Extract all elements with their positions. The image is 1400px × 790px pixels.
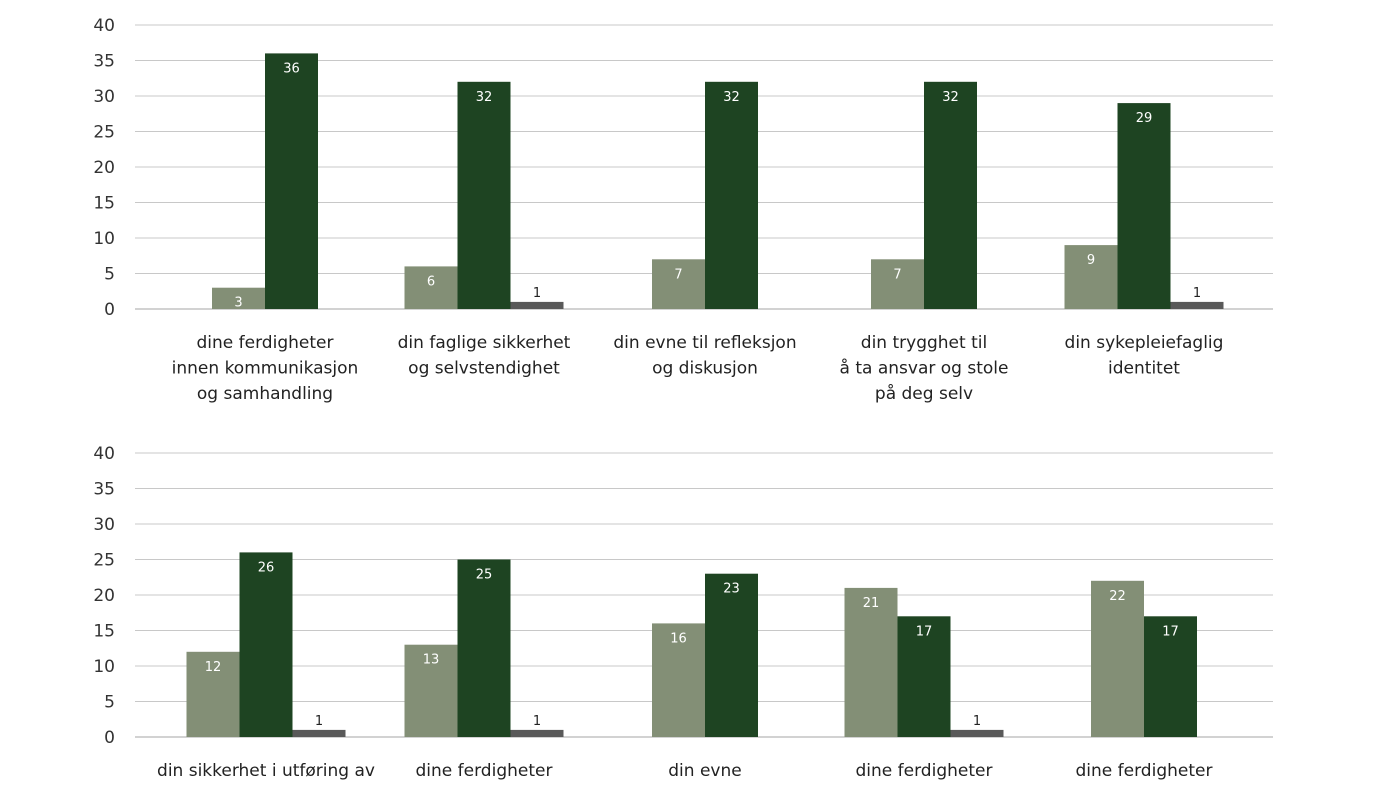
data-label: 1 (315, 714, 323, 729)
y-tick-label: 0 (104, 728, 115, 748)
bar (705, 81, 758, 309)
bar (404, 266, 458, 309)
data-label: 1 (973, 714, 981, 729)
y-tick-label: 5 (104, 265, 115, 285)
bar (510, 301, 564, 309)
data-label: 23 (723, 582, 740, 597)
category-label-line: identitet (1108, 359, 1180, 379)
data-label: 26 (258, 560, 275, 575)
category-label-line: din sykepleiefaglig (1065, 333, 1224, 353)
category-label: din trygghet til å ta ansvar og stole på d… (840, 333, 1009, 404)
bar (1064, 245, 1118, 309)
bar (1117, 103, 1171, 309)
category-label-line: din sikkerhet i utføring av (157, 761, 375, 781)
data-label: 13 (423, 653, 440, 668)
bar (652, 623, 705, 737)
category-label-line: dine ferdigheter (856, 761, 993, 781)
bar (212, 287, 265, 309)
category-label-line: og samhandling (197, 384, 333, 404)
category-label: din evne (668, 761, 741, 781)
data-label: 1 (533, 714, 541, 729)
data-label: 32 (942, 90, 959, 105)
category-label-line: og selvstendighet (408, 359, 560, 379)
category-label-line: din evne (668, 761, 741, 781)
category-label-line: på deg selv (875, 383, 973, 404)
data-label: 12 (205, 660, 222, 675)
bar (292, 729, 346, 737)
data-label: 29 (1136, 111, 1153, 126)
data-label: 1 (533, 286, 541, 301)
bar (186, 651, 240, 737)
data-label: 3 (234, 296, 242, 311)
data-label: 17 (1162, 624, 1179, 639)
bar (457, 559, 511, 737)
category-label-line: din trygghet til (861, 333, 987, 353)
bar (897, 616, 951, 737)
data-label: 22 (1109, 589, 1126, 604)
y-tick-label: 15 (93, 194, 115, 214)
y-tick-label: 35 (93, 52, 115, 72)
category-label-line: din faglige sikkerhet (398, 333, 571, 353)
y-tick-label: 40 (93, 444, 115, 464)
data-label: 7 (893, 267, 901, 282)
y-tick-label: 30 (93, 87, 115, 107)
bar (1170, 301, 1224, 309)
category-label-line: din evne til refleksjon (613, 333, 796, 353)
y-tick-label: 5 (104, 693, 115, 713)
category-label-line: dine ferdigheter (416, 761, 553, 781)
category-label: dine ferdigheter (1076, 761, 1213, 781)
chart-2: 0 5 10 15 20 25 30 35 40 12 26 1 din sikkerhet i utf… (93, 444, 1273, 781)
data-label: 25 (476, 568, 493, 583)
bar (239, 552, 293, 737)
bar (404, 644, 458, 737)
data-label: 7 (674, 267, 682, 282)
bar (1091, 580, 1144, 737)
bar (510, 729, 564, 737)
y-tick-label: 30 (93, 515, 115, 535)
category-label: din sykepleiefaglig identitet (1065, 333, 1224, 379)
bar (844, 587, 898, 737)
chart-1: 0 5 10 15 20 25 30 35 40 3 36 dine ferdigheter innen… (93, 16, 1273, 404)
category-label-line: å ta ansvar og stole (840, 358, 1009, 379)
bar (457, 81, 511, 309)
bar (871, 259, 924, 309)
data-label: 36 (283, 61, 300, 76)
category-label: din sikkerhet i utføring av (157, 761, 375, 781)
category-label: din faglige sikkerhet og selvstendighet (398, 333, 571, 379)
y-tick-label: 40 (93, 16, 115, 36)
category-label-line: dine ferdigheter (197, 333, 334, 353)
y-tick-label: 35 (93, 480, 115, 500)
category-label: din evne til refleksjon og diskusjon (613, 333, 796, 379)
y-tick-label: 0 (104, 300, 115, 320)
data-label: 16 (670, 631, 687, 646)
data-label: 32 (723, 90, 740, 105)
data-label: 17 (916, 624, 933, 639)
bar (652, 259, 705, 309)
y-tick-label: 10 (93, 657, 115, 677)
category-label-line: og diskusjon (652, 359, 758, 379)
bar (265, 53, 318, 310)
y-tick-label: 25 (93, 123, 115, 143)
y-tick-label: 20 (93, 586, 115, 606)
data-label: 9 (1087, 253, 1095, 268)
data-label: 1 (1193, 286, 1201, 301)
bar (1144, 616, 1197, 737)
category-label: dine ferdigheter (856, 761, 993, 781)
y-tick-label: 25 (93, 551, 115, 571)
y-tick-label: 10 (93, 229, 115, 249)
data-label: 6 (427, 274, 435, 289)
y-tick-label: 20 (93, 158, 115, 178)
y-tick-label: 15 (93, 622, 115, 642)
category-label: dine ferdigheter innen kommunikasjon og sa… (172, 333, 359, 404)
category-label: dine ferdigheter (416, 761, 553, 781)
bar (950, 729, 1004, 737)
bar (924, 81, 977, 309)
category-label-line: innen kommunikasjon (172, 359, 359, 379)
bar (705, 573, 758, 737)
category-label-line: dine ferdigheter (1076, 761, 1213, 781)
data-label: 32 (476, 90, 493, 105)
data-label: 21 (863, 596, 880, 611)
